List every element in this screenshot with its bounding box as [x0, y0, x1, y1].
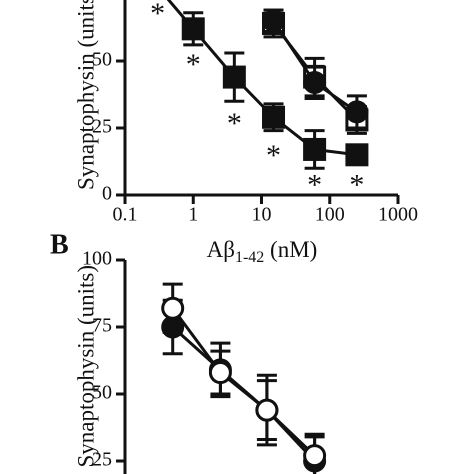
- marker: [255, 398, 279, 422]
- x-label-part: Aβ: [207, 237, 235, 262]
- marker: [303, 444, 327, 468]
- y-tick-label: 25: [92, 449, 112, 471]
- x-tick-label: 1: [188, 204, 198, 226]
- y-axis-label: Synaptophysin (units): [73, 0, 98, 190]
- marker: [303, 137, 327, 161]
- x-label-part: (nM): [264, 237, 317, 262]
- x-tick-label: 10: [252, 204, 272, 226]
- x-tick-label: 1000: [378, 204, 418, 226]
- significance-mark: *: [349, 168, 364, 201]
- y-tick-label: 25: [92, 116, 112, 138]
- marker: [181, 17, 205, 41]
- x-tick-label: 100: [315, 204, 345, 226]
- panel-label: B: [50, 229, 69, 260]
- y-tick-label: 50: [92, 49, 112, 71]
- significance-mark: *: [307, 168, 322, 201]
- y-axis-label: Synaptophysin (units): [73, 265, 98, 468]
- x-tick-label: 0.1: [113, 204, 138, 226]
- marker: [262, 9, 286, 33]
- marker: [161, 296, 185, 320]
- y-tick-label: 75: [92, 315, 112, 337]
- marker: [303, 70, 327, 94]
- x-label-sub: 1-42: [235, 249, 264, 266]
- significance-mark: *: [186, 48, 201, 81]
- marker: [262, 105, 286, 129]
- x-axis-label: Aβ1-42 (nM): [207, 237, 318, 265]
- y-tick-label: 50: [92, 382, 112, 404]
- series-line: [171, 325, 316, 463]
- marker: [345, 143, 369, 167]
- series-line: [171, 307, 316, 457]
- y-tick-label: 100: [82, 248, 112, 270]
- significance-mark: *: [150, 0, 165, 30]
- significance-mark: *: [266, 139, 281, 172]
- marker: [208, 361, 232, 385]
- marker: [222, 65, 246, 89]
- marker: [345, 100, 369, 124]
- significance-mark: *: [227, 107, 242, 140]
- y-tick-label: 0: [102, 183, 112, 205]
